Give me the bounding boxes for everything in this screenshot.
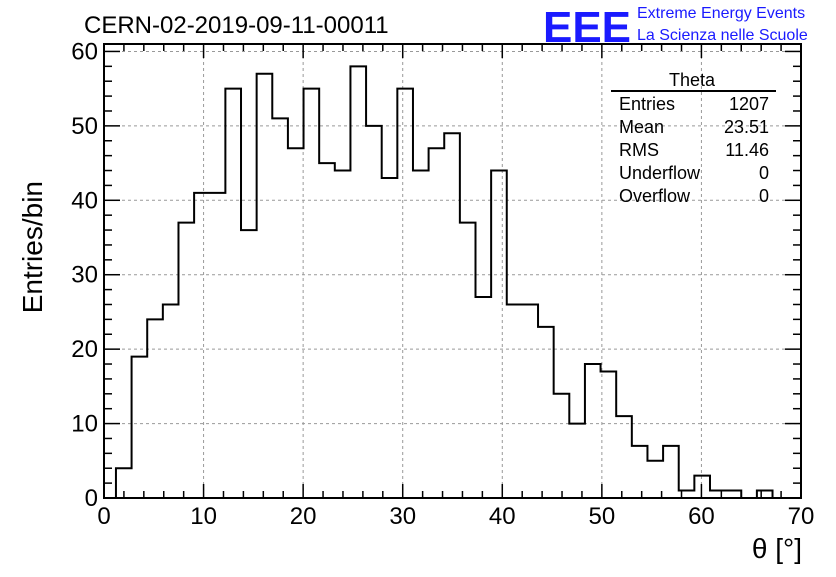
chart-title: CERN-02-2019-09-11-00011 bbox=[84, 12, 389, 39]
stats-title: Theta bbox=[669, 70, 716, 90]
stats-value: 11.46 bbox=[725, 140, 769, 160]
histogram-bin bbox=[507, 304, 523, 498]
histogram-bin bbox=[632, 446, 648, 498]
y-tick-label: 40 bbox=[71, 187, 98, 214]
x-tick-label: 30 bbox=[389, 503, 416, 530]
stats-label: Overflow bbox=[619, 186, 691, 206]
histogram-bin bbox=[319, 163, 335, 498]
histogram-bin bbox=[476, 297, 492, 498]
y-tick-label: 60 bbox=[71, 38, 98, 65]
tick-label-layer: 0 10 20 30 40 50 60 70 0 10 20 30 40 50 60 bbox=[71, 38, 814, 530]
histogram-bin bbox=[585, 364, 601, 498]
logo-line1: Extreme Energy Events bbox=[637, 5, 805, 22]
histogram-bin bbox=[241, 230, 257, 498]
x-tick-label: 60 bbox=[688, 503, 715, 530]
histogram-bin bbox=[616, 416, 632, 498]
y-tick-label: 0 bbox=[85, 485, 98, 512]
histogram-bin bbox=[257, 74, 273, 498]
x-tick-label: 10 bbox=[190, 503, 217, 530]
y-tick-label: 50 bbox=[71, 113, 98, 140]
histogram-bin bbox=[538, 327, 554, 498]
stats-value: 0 bbox=[759, 163, 769, 183]
histogram-bin bbox=[366, 126, 382, 498]
plot-frame bbox=[103, 43, 802, 499]
frame-layer bbox=[103, 43, 802, 499]
histogram-bin bbox=[350, 66, 366, 498]
histogram-bin bbox=[569, 424, 585, 498]
histogram-bin bbox=[304, 89, 320, 498]
eee-logo: EEE Extreme Energy Events La Scienza nel… bbox=[543, 3, 808, 52]
x-tick-label: 0 bbox=[97, 503, 110, 530]
histogram-bin bbox=[178, 223, 194, 498]
stats-value: 23.51 bbox=[724, 117, 769, 137]
x-tick-label: 50 bbox=[589, 503, 616, 530]
x-tick-label: 40 bbox=[489, 503, 516, 530]
histogram-bin bbox=[397, 89, 413, 498]
grid-layer bbox=[104, 44, 801, 498]
histogram-outline bbox=[114, 65, 789, 499]
histogram-layer bbox=[114, 65, 789, 499]
histogram-bin bbox=[726, 491, 742, 498]
histogram-bin bbox=[382, 178, 398, 498]
y-tick-label: 20 bbox=[71, 336, 98, 363]
histogram-bin bbox=[413, 171, 429, 498]
stats-label: RMS bbox=[619, 140, 659, 160]
x-tick-label: 70 bbox=[788, 503, 815, 530]
histogram-bin bbox=[225, 89, 241, 498]
x-axis-title: θ [°] bbox=[752, 533, 802, 564]
histogram-bin bbox=[710, 491, 726, 498]
stats-label: Entries bbox=[619, 94, 675, 114]
y-tick-label: 30 bbox=[71, 262, 98, 289]
histogram-bin bbox=[335, 171, 351, 498]
y-axis-title: Entries/bin bbox=[17, 181, 48, 313]
histogram-bin bbox=[210, 193, 226, 498]
histogram-bin bbox=[272, 118, 288, 498]
histogram-bin bbox=[460, 223, 476, 498]
stats-box: Theta Entries 1207 Mean 23.51 RMS 11.46 Underf… bbox=[611, 70, 776, 206]
histogram-bin bbox=[757, 491, 773, 498]
x-tick-label: 20 bbox=[290, 503, 317, 530]
histogram-bin bbox=[194, 193, 210, 498]
histogram-bin bbox=[491, 171, 507, 498]
histogram-bin bbox=[601, 371, 617, 498]
histogram-bin bbox=[147, 319, 163, 498]
histogram-bin bbox=[663, 446, 679, 498]
stats-value: 0 bbox=[759, 186, 769, 206]
y-tick-label: 10 bbox=[71, 411, 98, 438]
histogram-bin bbox=[132, 357, 148, 498]
logo-line2: La Scienza nelle Scuole bbox=[637, 27, 808, 44]
histogram-bin bbox=[554, 394, 570, 498]
histogram-bin bbox=[647, 461, 663, 498]
histogram-bin bbox=[444, 133, 460, 498]
histogram-bin bbox=[522, 304, 538, 498]
stats-label: Underflow bbox=[619, 163, 701, 183]
stats-label: Mean bbox=[619, 117, 664, 137]
stats-value: 1207 bbox=[729, 94, 769, 114]
histogram-bin bbox=[163, 304, 179, 498]
